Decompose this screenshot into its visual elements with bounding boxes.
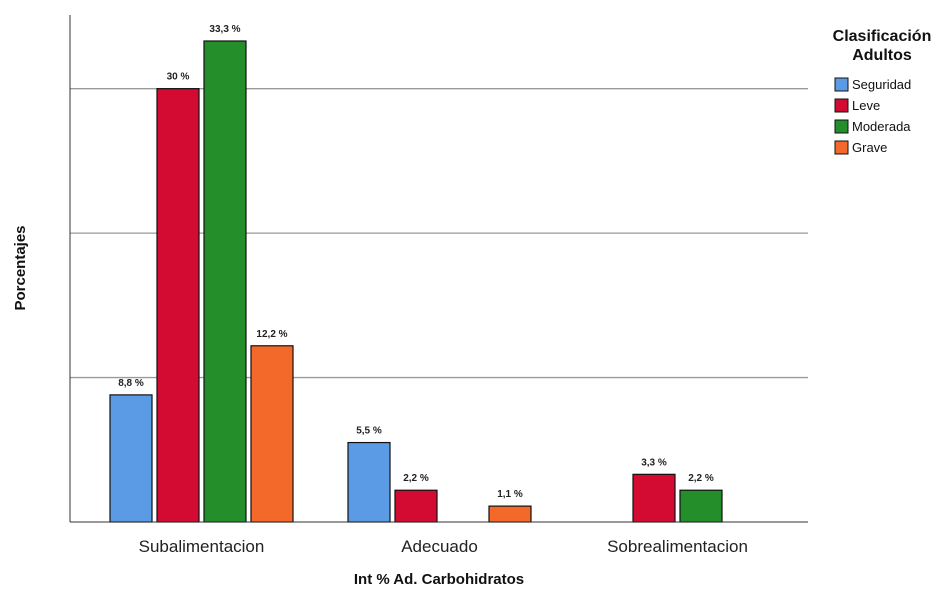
data-label-seguridad-subalimentacion: 8,8 % xyxy=(118,378,144,389)
legend-swatch-grave xyxy=(834,140,849,155)
category-label-sobrealimentacion: Sobrealimentacion xyxy=(607,537,748,556)
legend-title-line2: Adultos xyxy=(852,47,912,64)
legend-title-line1: Clasificación xyxy=(833,28,932,45)
y-axis-title: Porcentajes xyxy=(12,225,29,310)
legend-items: Seguridad Leve Moderada Grave xyxy=(834,77,911,155)
bar-seguridad-subalimentacion xyxy=(109,394,153,523)
data-label-grave-adecuado: 1,1 % xyxy=(497,489,523,500)
legend-swatch-seguridad xyxy=(834,77,849,92)
bar-seguridad-adecuado xyxy=(347,441,391,523)
bar-grave-subalimentacion xyxy=(250,345,294,523)
bar-grave-adecuado xyxy=(488,505,532,523)
axes xyxy=(69,15,808,523)
bar-leve-adecuado xyxy=(394,489,438,523)
legend-label-moderada: Moderada xyxy=(852,119,911,134)
legend-swatch-leve xyxy=(834,98,849,113)
category-labels: Subalimentacion Adecuado Sobrealimentacion xyxy=(139,537,748,556)
legend-label-seguridad: Seguridad xyxy=(852,77,911,92)
data-label-leve-adecuado: 2,2 % xyxy=(403,473,429,484)
bar-leve-subalimentacion xyxy=(156,88,200,523)
legend-label-leve: Leve xyxy=(852,98,880,113)
data-labels: 8,8 % 30 % 33,3 % 12,2 % 5,5 % 2,2 % 1,1 % 3,3 … xyxy=(118,24,714,500)
data-label-moderada-subalimentacion: 33,3 % xyxy=(209,24,240,35)
data-label-leve-sobrealimentacion: 3,3 % xyxy=(641,457,667,468)
legend: Clasificación Adultos Seguridad Leve Moder… xyxy=(833,28,932,155)
legend-swatch-moderada xyxy=(834,119,849,134)
x-axis-title: Int % Ad. Carbohidratos xyxy=(354,571,524,588)
bar-moderada-sobrealimentacion xyxy=(679,489,723,523)
bar-moderada-subalimentacion xyxy=(203,40,247,523)
category-label-subalimentacion: Subalimentacion xyxy=(139,537,265,556)
data-label-moderada-sobrealimentacion: 2,2 % xyxy=(688,473,714,484)
bars xyxy=(109,40,723,523)
legend-label-grave: Grave xyxy=(852,140,887,155)
category-label-adecuado: Adecuado xyxy=(401,537,478,556)
data-label-grave-subalimentacion: 12,2 % xyxy=(256,329,287,340)
data-label-leve-subalimentacion: 30 % xyxy=(167,72,190,83)
bar-leve-sobrealimentacion xyxy=(632,473,676,523)
data-label-seguridad-adecuado: 5,5 % xyxy=(356,426,382,437)
